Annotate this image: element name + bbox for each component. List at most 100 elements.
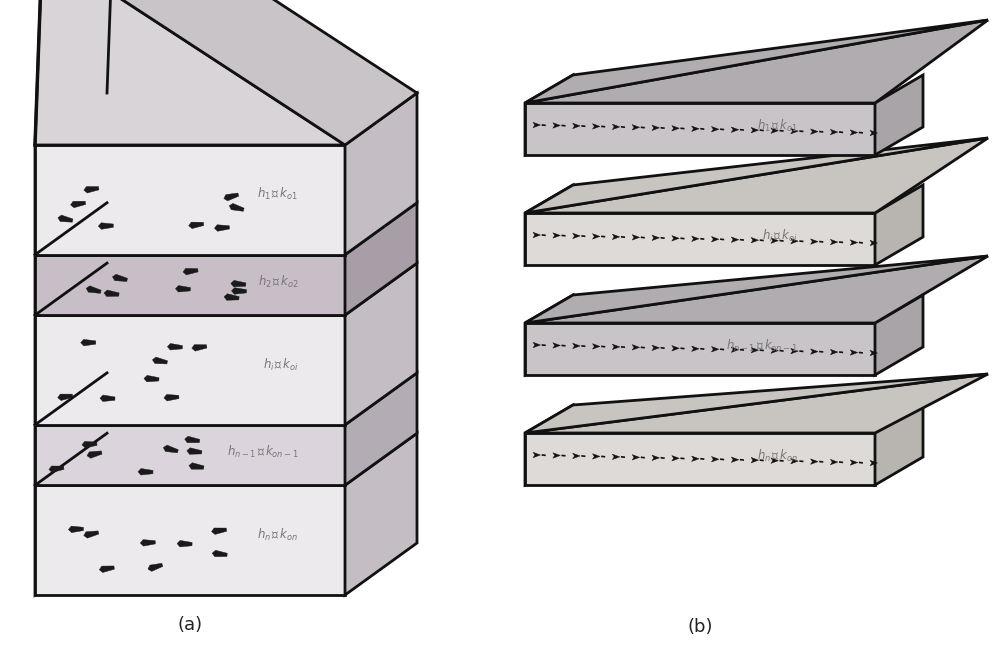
Polygon shape xyxy=(652,125,659,131)
Polygon shape xyxy=(830,129,838,135)
Polygon shape xyxy=(533,122,540,128)
Polygon shape xyxy=(751,127,759,133)
Polygon shape xyxy=(850,460,858,466)
Text: (a): (a) xyxy=(177,616,203,634)
Polygon shape xyxy=(751,347,759,353)
Polygon shape xyxy=(612,454,620,460)
Polygon shape xyxy=(525,75,573,155)
Polygon shape xyxy=(711,127,719,132)
Text: $h_{n-1}$$\,、\,$$k_{on-1}$: $h_{n-1}$$\,、\,$$k_{on-1}$ xyxy=(227,444,298,460)
Text: $h_{n-1}$$\,、\,$$k_{on-1}$: $h_{n-1}$$\,、\,$$k_{on-1}$ xyxy=(726,338,798,354)
Polygon shape xyxy=(525,103,875,155)
Polygon shape xyxy=(612,124,620,130)
Polygon shape xyxy=(791,458,798,464)
Polygon shape xyxy=(345,263,417,425)
Polygon shape xyxy=(192,345,207,351)
Polygon shape xyxy=(711,347,719,352)
Polygon shape xyxy=(148,564,163,571)
Polygon shape xyxy=(870,240,878,246)
Polygon shape xyxy=(525,256,988,323)
Polygon shape xyxy=(875,405,923,485)
Polygon shape xyxy=(672,456,679,461)
Polygon shape xyxy=(573,233,580,239)
Polygon shape xyxy=(573,343,580,349)
Polygon shape xyxy=(612,344,620,349)
Polygon shape xyxy=(711,456,719,462)
Polygon shape xyxy=(771,348,778,353)
Polygon shape xyxy=(84,531,99,538)
Polygon shape xyxy=(573,453,580,458)
Polygon shape xyxy=(525,20,988,103)
Polygon shape xyxy=(830,459,838,465)
Polygon shape xyxy=(35,425,345,485)
Polygon shape xyxy=(533,342,540,348)
Polygon shape xyxy=(35,145,345,255)
Polygon shape xyxy=(525,374,988,433)
Polygon shape xyxy=(345,373,417,485)
Polygon shape xyxy=(791,238,798,244)
Polygon shape xyxy=(104,290,119,296)
Polygon shape xyxy=(811,239,818,244)
Polygon shape xyxy=(751,457,759,463)
Polygon shape xyxy=(98,223,113,229)
Polygon shape xyxy=(533,453,540,458)
Polygon shape xyxy=(81,340,96,346)
Polygon shape xyxy=(35,255,345,315)
Polygon shape xyxy=(177,541,192,547)
Text: $h_1$$\,、\,$$k_{o1}$: $h_1$$\,、\,$$k_{o1}$ xyxy=(257,186,298,202)
Polygon shape xyxy=(592,123,600,129)
Polygon shape xyxy=(553,343,560,348)
Polygon shape xyxy=(612,234,620,240)
Text: $h_i$$\,、\,$$k_{oi}$: $h_i$$\,、\,$$k_{oi}$ xyxy=(762,228,798,244)
Polygon shape xyxy=(692,236,699,242)
Polygon shape xyxy=(164,394,179,401)
Polygon shape xyxy=(850,350,858,355)
Polygon shape xyxy=(183,268,198,275)
Polygon shape xyxy=(86,286,101,293)
Text: $h_n$$\,、\,$$k_{on}$: $h_n$$\,、\,$$k_{on}$ xyxy=(257,526,298,543)
Polygon shape xyxy=(672,236,679,241)
Polygon shape xyxy=(870,350,878,356)
Polygon shape xyxy=(167,343,182,350)
Polygon shape xyxy=(731,237,739,242)
Polygon shape xyxy=(525,374,988,433)
Polygon shape xyxy=(692,126,699,131)
Polygon shape xyxy=(672,345,679,351)
Polygon shape xyxy=(224,294,239,300)
Polygon shape xyxy=(231,288,247,295)
Polygon shape xyxy=(100,395,115,402)
Polygon shape xyxy=(525,185,573,265)
Polygon shape xyxy=(632,125,640,130)
Polygon shape xyxy=(731,127,739,133)
Polygon shape xyxy=(875,295,923,375)
Polygon shape xyxy=(152,357,167,364)
Polygon shape xyxy=(58,215,73,222)
Polygon shape xyxy=(525,138,988,213)
Polygon shape xyxy=(692,456,699,462)
Polygon shape xyxy=(87,451,102,458)
Polygon shape xyxy=(99,566,114,573)
Text: $h_n$$\,、\,$$k_{on}$: $h_n$$\,、\,$$k_{on}$ xyxy=(757,448,798,464)
Polygon shape xyxy=(533,232,540,238)
Polygon shape xyxy=(82,441,97,448)
Polygon shape xyxy=(68,526,83,533)
Text: $h_1$$\,、\,$$k_{o1}$: $h_1$$\,、\,$$k_{o1}$ xyxy=(757,118,798,134)
Polygon shape xyxy=(525,295,573,375)
Polygon shape xyxy=(525,138,988,213)
Polygon shape xyxy=(35,315,345,425)
Polygon shape xyxy=(42,0,417,145)
Polygon shape xyxy=(771,458,778,464)
Polygon shape xyxy=(592,234,600,239)
Polygon shape xyxy=(573,123,580,129)
Polygon shape xyxy=(553,453,560,458)
Polygon shape xyxy=(830,239,838,245)
Text: (b): (b) xyxy=(687,618,713,636)
Polygon shape xyxy=(592,454,600,459)
Polygon shape xyxy=(229,204,244,212)
Polygon shape xyxy=(58,394,73,400)
Polygon shape xyxy=(175,285,191,292)
Polygon shape xyxy=(525,323,875,375)
Polygon shape xyxy=(672,125,679,131)
Polygon shape xyxy=(811,129,818,135)
Polygon shape xyxy=(525,256,988,323)
